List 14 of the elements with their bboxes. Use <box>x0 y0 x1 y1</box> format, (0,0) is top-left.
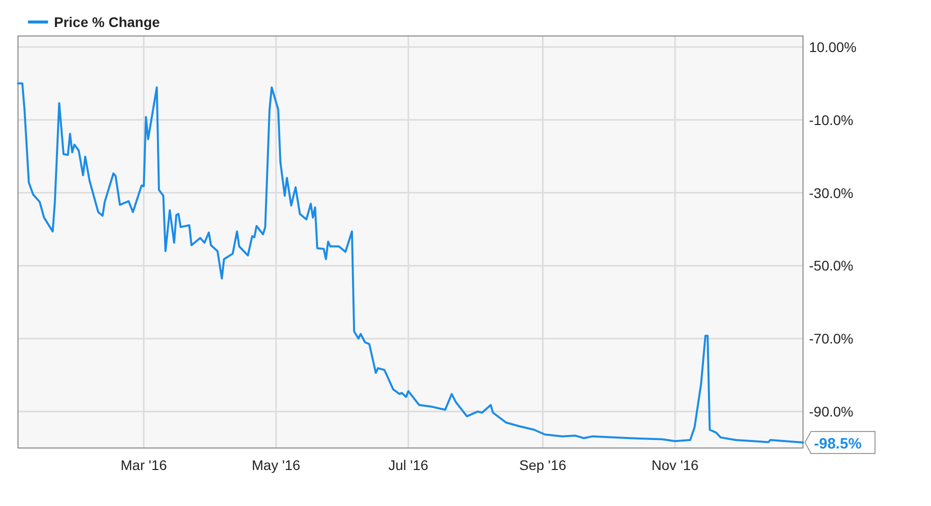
annotation: -98.5% <box>814 436 862 453</box>
x-tick-label: May '16 <box>252 457 301 473</box>
y-tick-label: -10.0% <box>809 112 854 128</box>
y-tick-label: -70.0% <box>809 330 854 347</box>
legend-label: Price % Change <box>54 14 160 30</box>
y-tick-label: -50.0% <box>809 258 854 274</box>
y-tick-label: 10.00% <box>809 38 856 55</box>
y-tick-label: -90.0% <box>809 404 854 420</box>
x-tick-label: Nov '16 <box>652 457 699 473</box>
y-tick-label: -30.0% <box>809 184 854 201</box>
x-tick-label: Jul '16 <box>388 457 429 473</box>
x-tick-label: Sep '16 <box>519 457 567 473</box>
x-tick-label: Mar '16 <box>120 457 168 473</box>
line-series <box>17 82 804 444</box>
